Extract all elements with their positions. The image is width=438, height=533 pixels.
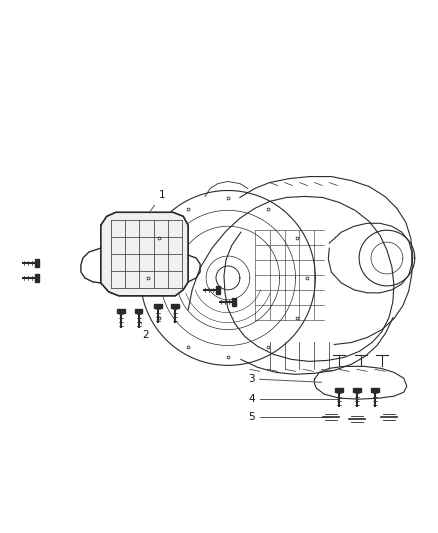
Bar (171, 304, 179, 308)
Bar (134, 309, 142, 313)
Text: 1: 1 (150, 190, 166, 211)
Text: 3: 3 (248, 374, 255, 384)
Text: 2: 2 (141, 321, 149, 340)
Bar (353, 388, 361, 392)
Text: 5: 5 (248, 412, 255, 422)
Text: 4: 4 (248, 394, 255, 404)
Bar (35, 259, 39, 267)
Polygon shape (101, 212, 188, 296)
Bar (232, 298, 236, 306)
Bar (155, 304, 162, 308)
Bar (335, 388, 343, 392)
Bar (35, 274, 39, 282)
Bar (117, 309, 124, 313)
Bar (371, 388, 379, 392)
Bar (216, 286, 220, 294)
